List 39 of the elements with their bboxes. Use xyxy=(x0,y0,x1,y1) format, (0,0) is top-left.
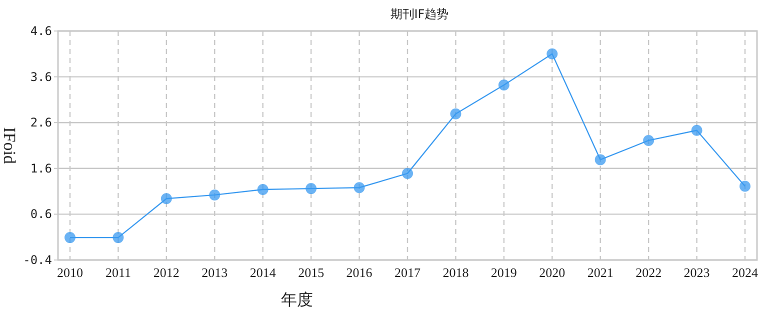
point xyxy=(209,189,220,200)
x-tick-label: 2024 xyxy=(732,265,758,280)
point xyxy=(402,168,413,179)
point xyxy=(354,182,365,194)
x-tick-label: 2012 xyxy=(153,265,180,280)
point xyxy=(498,80,510,91)
y-tick-label: 2.6 xyxy=(30,116,52,130)
point xyxy=(546,48,558,60)
x-tick-label: 2017 xyxy=(394,265,421,280)
x-tick-label: 2019 xyxy=(490,265,517,280)
point xyxy=(691,124,702,136)
x-tick-label: 2016 xyxy=(346,265,373,280)
x-tick-label: 2013 xyxy=(202,265,228,280)
x-tick-label: 2021 xyxy=(587,265,614,280)
point xyxy=(112,232,124,244)
y-tick-label: 1.6 xyxy=(30,161,52,176)
x-tick-label: 2014 xyxy=(250,265,276,280)
point xyxy=(160,193,172,204)
x-axis-title: 年度 xyxy=(281,290,313,309)
x-tick-label: 2011 xyxy=(105,265,131,280)
point xyxy=(64,232,76,244)
point xyxy=(740,180,750,192)
point xyxy=(257,184,268,195)
x-tick-label: 2010 xyxy=(57,265,83,280)
y-axis-title: IFoid xyxy=(0,127,19,164)
y-tick-label: -0.4 xyxy=(23,253,52,267)
point xyxy=(594,154,606,166)
point xyxy=(643,134,654,146)
y-tick-label: 3.6 xyxy=(30,70,52,84)
point xyxy=(450,108,462,120)
chart-title: 期刊IF趋势 xyxy=(390,7,449,21)
point xyxy=(306,183,317,194)
x-tick-label: 2022 xyxy=(636,265,662,280)
x-tick-label: 2015 xyxy=(298,265,324,280)
x-tick-label: 2018 xyxy=(442,265,469,280)
x-tick-label: 2020 xyxy=(539,265,566,280)
y-tick-label: 0.6 xyxy=(30,207,52,222)
y-tick-label: 4.6 xyxy=(30,24,52,38)
x-tick-label: 2023 xyxy=(684,265,710,280)
